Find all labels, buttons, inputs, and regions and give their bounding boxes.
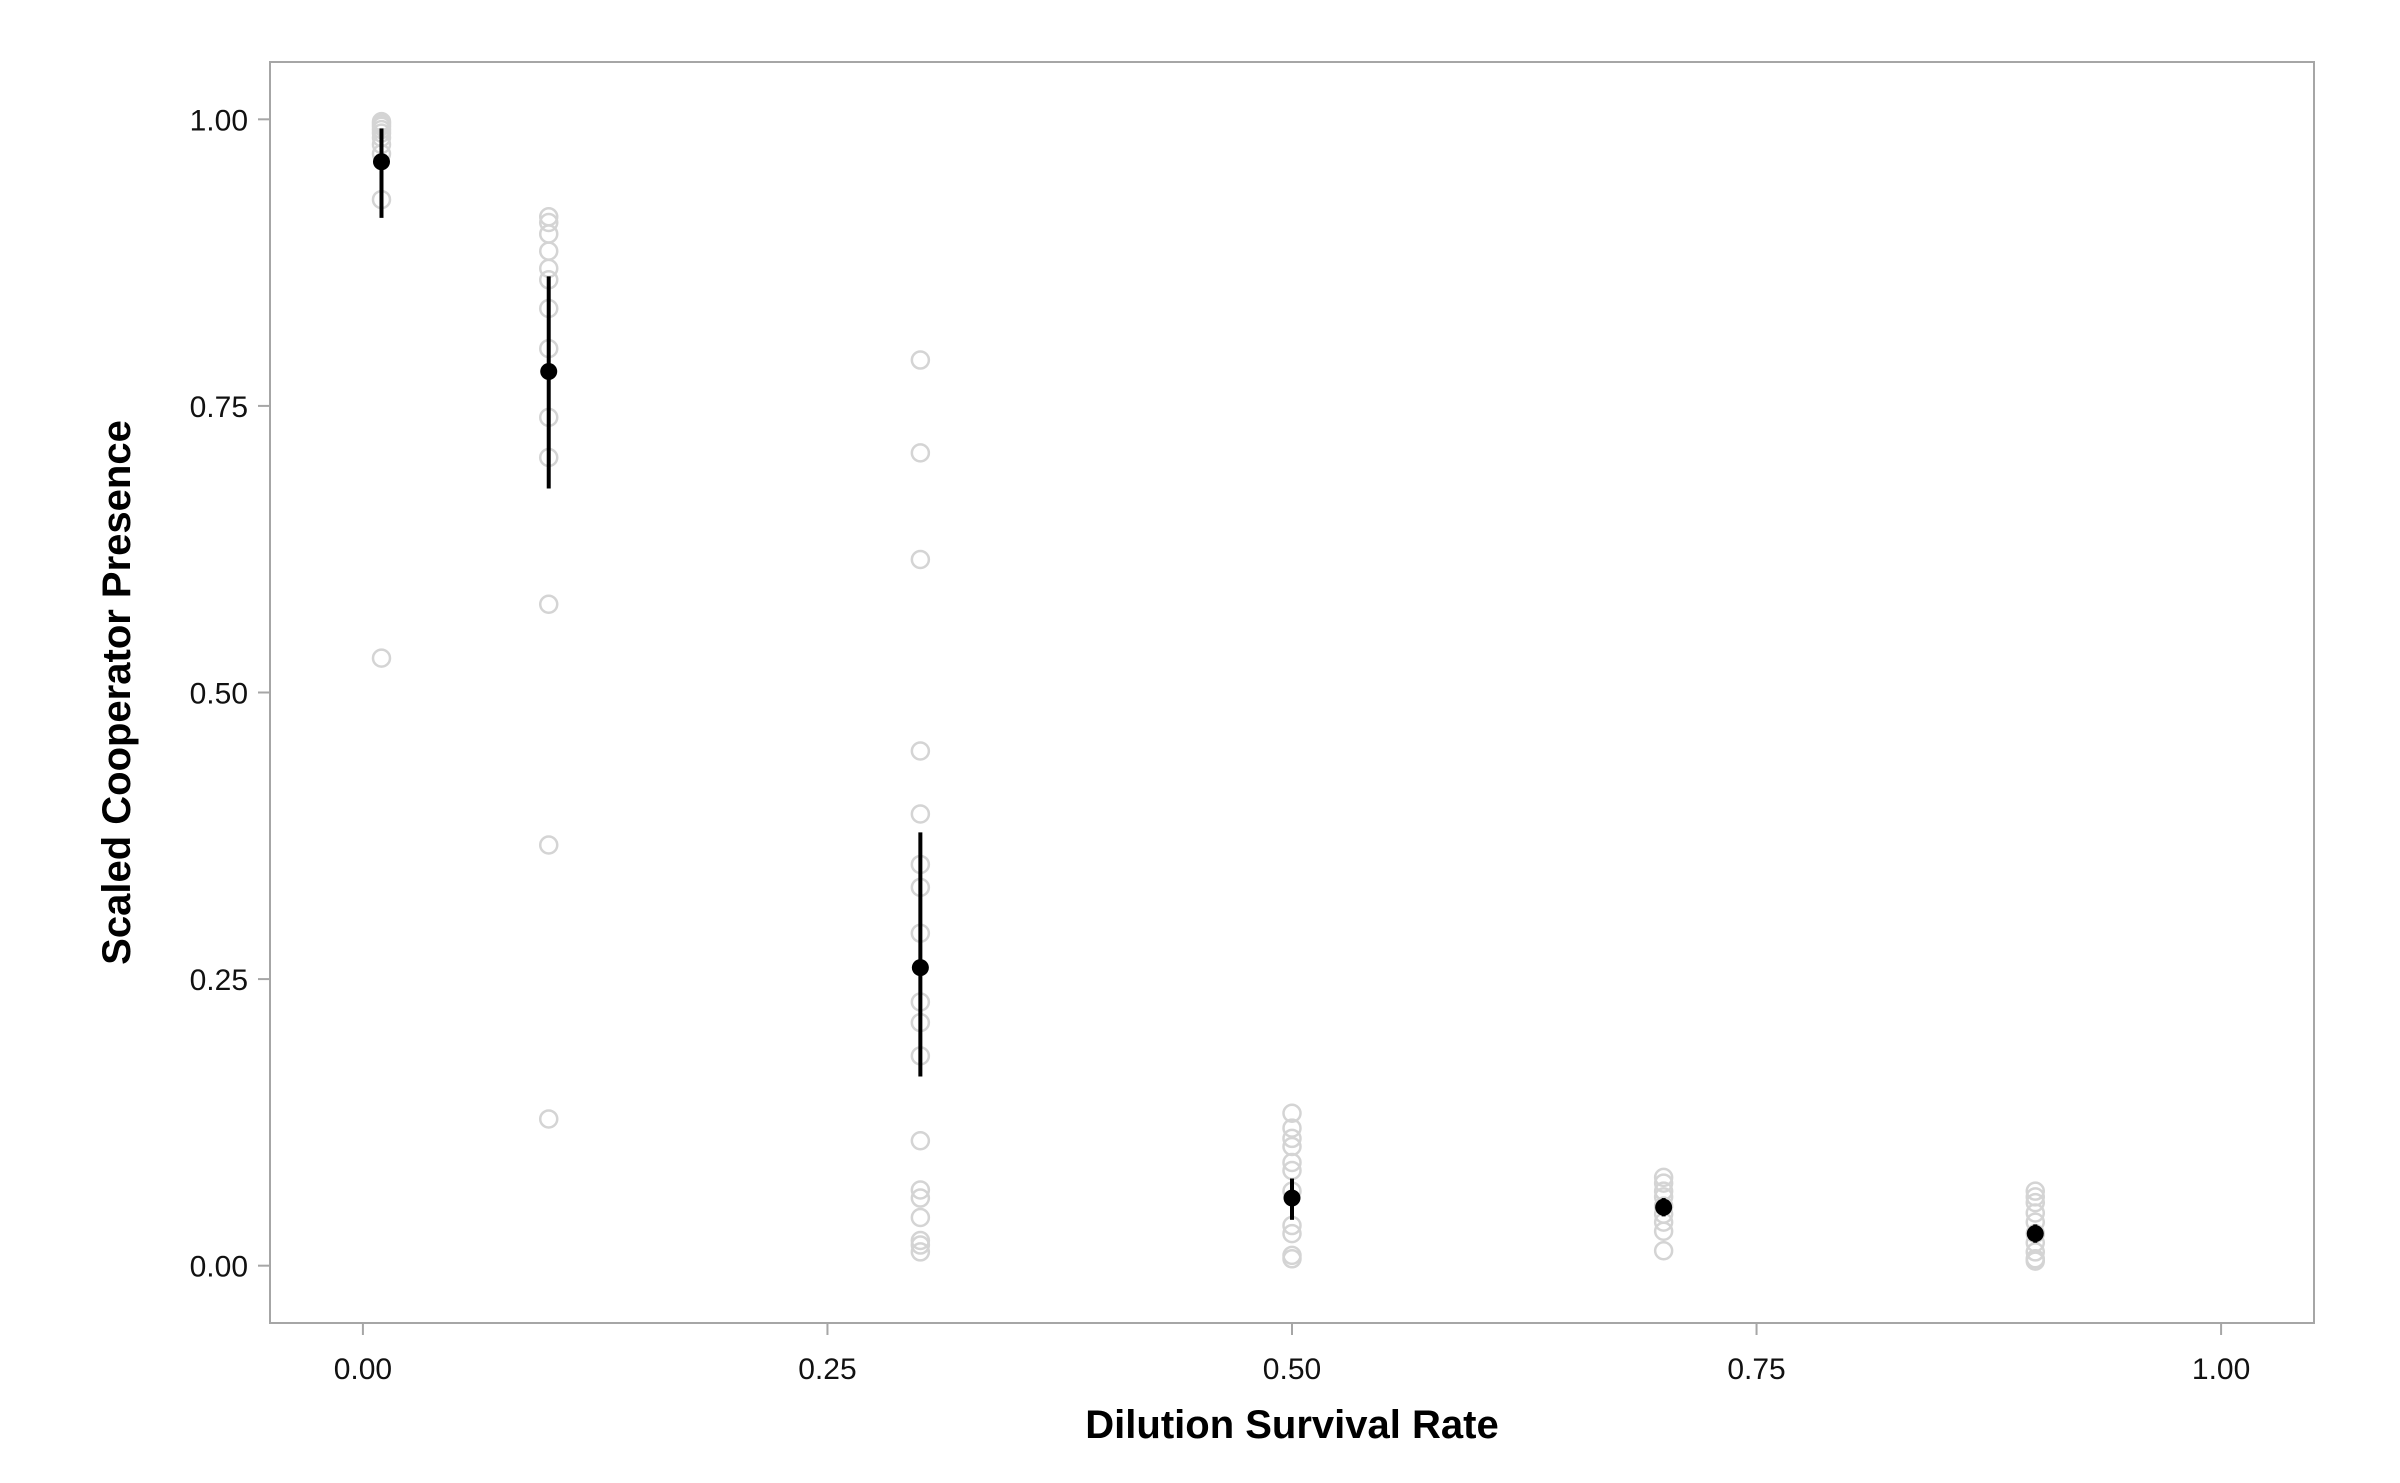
replicate-point: [1653, 1241, 1674, 1261]
plot-frame: [269, 61, 2315, 1324]
replicate-point: [910, 1180, 931, 1200]
replicate-point: [1282, 1152, 1302, 1173]
replicate-point: [538, 212, 559, 233]
replicate-point: [1282, 1249, 1302, 1269]
replicate-point: [1282, 1118, 1302, 1138]
replicate-point: [538, 241, 559, 261]
y-tick-label: 0.50: [190, 678, 248, 711]
replicate-point: [910, 1188, 931, 1208]
x-tick-label: 0.75: [1727, 1353, 1785, 1386]
replicate-point: [2025, 1203, 2046, 1223]
replicate-point: [371, 648, 392, 668]
mean-point: [1655, 1198, 1673, 1216]
x-tick-label: 0.00: [334, 1353, 392, 1386]
mean-point: [2026, 1225, 2044, 1243]
x-axis-title: Dilution Survival Rate: [1085, 1403, 1498, 1447]
y-tick-label: 0.75: [190, 391, 248, 424]
plot-frame-layer: [269, 61, 2315, 1324]
replicate-point: [1282, 1128, 1302, 1149]
replicate-point: [1653, 1173, 1674, 1193]
replicate-point: [538, 224, 559, 244]
x-tick-label: 0.25: [798, 1353, 856, 1386]
mean-point: [372, 153, 390, 171]
mean-point: [540, 363, 558, 381]
y-tick-label: 1.00: [190, 104, 248, 137]
replicate-point: [2025, 1181, 2046, 1201]
y-tick-label: 0.00: [190, 1251, 248, 1284]
replicate-point: [1653, 1167, 1674, 1188]
mean-point: [1283, 1189, 1301, 1207]
y-axis: 0.00 0.25 0.50 0.75 1.00: [190, 104, 270, 1284]
replicate-point: [2025, 1251, 2046, 1271]
replicate-point: [1282, 1223, 1302, 1244]
y-tick-label: 0.25: [190, 964, 248, 997]
x-tick-label: 1.00: [2192, 1353, 2250, 1386]
replicate-point: [910, 1242, 931, 1262]
replicate-points: [371, 111, 2046, 1271]
x-axis: 0.00 0.25 0.50 0.75 1.00: [334, 1323, 2250, 1386]
replicate-point: [538, 1109, 559, 1129]
error-bars: [379, 128, 2038, 1243]
replicate-point: [910, 1207, 931, 1228]
replicate-point: [910, 443, 931, 463]
replicate-point: [910, 804, 931, 824]
replicate-point: [1282, 1103, 1302, 1123]
replicate-point: [910, 549, 931, 570]
y-axis-title: Scaled Cooperator Presence: [95, 420, 139, 965]
replicate-point: [910, 1235, 931, 1255]
mean-point: [911, 959, 929, 977]
mean-points: [372, 153, 2044, 1243]
replicate-point: [538, 835, 559, 855]
replicate-point: [910, 741, 931, 761]
replicate-point: [910, 350, 931, 370]
replicate-point: [1653, 1221, 1674, 1242]
replicate-point: [2025, 1192, 2046, 1213]
replicate-point: [2025, 1242, 2046, 1262]
replicate-point: [910, 1130, 931, 1151]
x-tick-label: 0.50: [1263, 1353, 1321, 1386]
replicate-point: [538, 594, 559, 614]
